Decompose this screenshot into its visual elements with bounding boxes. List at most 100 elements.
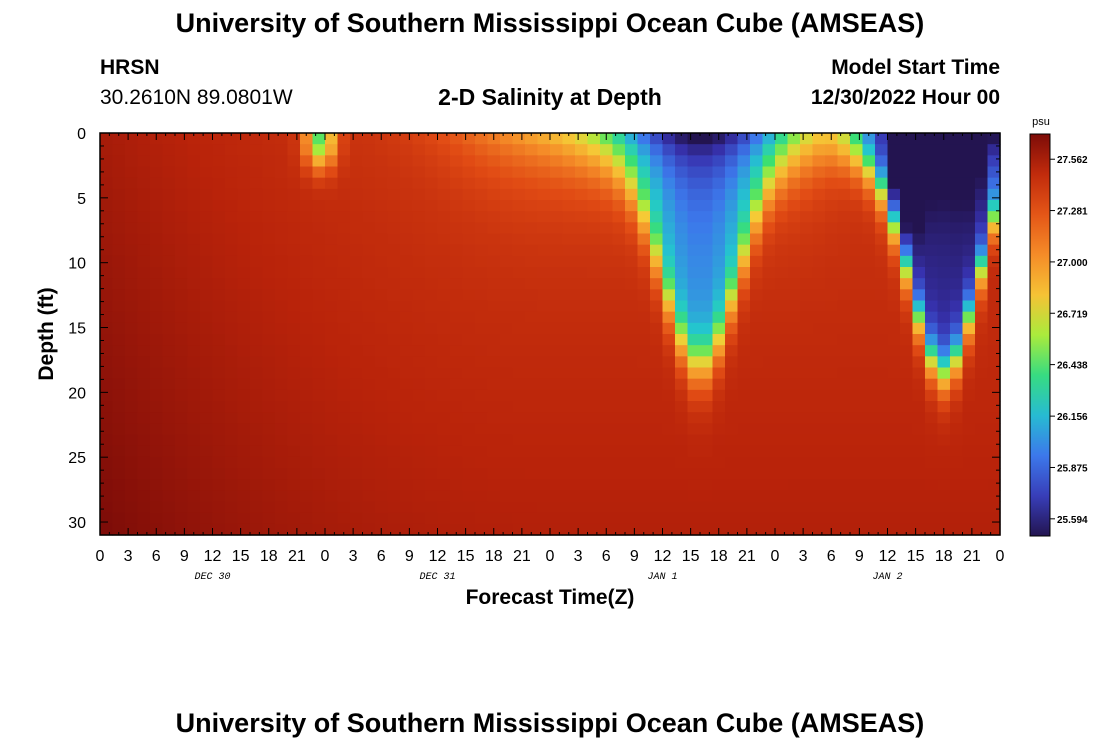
heat-cell: [337, 244, 351, 257]
day-label: JAN 2: [872, 572, 902, 583]
heat-cell: [575, 345, 589, 357]
heat-cell: [650, 490, 664, 503]
heat-cell: [687, 468, 701, 480]
heat-cell: [937, 456, 951, 469]
heat-cell: [925, 233, 939, 246]
heat-cell: [312, 423, 326, 436]
heat-cell: [825, 144, 839, 156]
heat-cell: [200, 211, 214, 223]
heat-cell: [800, 356, 814, 369]
heat-cell: [950, 334, 964, 346]
heat-cell: [812, 445, 826, 458]
heat-cell: [812, 322, 826, 335]
heat-cell: [500, 300, 514, 313]
heat-cell: [162, 490, 176, 503]
heat-cell: [712, 501, 726, 514]
heat-cell: [825, 278, 839, 290]
heat-cell: [775, 378, 789, 391]
heat-cell: [475, 401, 489, 413]
heat-cell: [937, 479, 951, 491]
heat-cell: [162, 155, 176, 168]
heat-cell: [962, 322, 976, 335]
heat-cell: [800, 166, 814, 179]
heat-cell: [625, 501, 639, 514]
heat-cell: [325, 166, 339, 179]
heat-cell: [537, 267, 551, 279]
heat-cell: [837, 188, 851, 201]
heat-cell: [112, 367, 126, 380]
heat-cell: [675, 289, 689, 302]
heat-cell: [712, 211, 726, 223]
heat-cell: [162, 222, 176, 235]
heat-cell: [812, 144, 826, 156]
heat-cell: [712, 445, 726, 458]
heat-cell: [850, 155, 864, 168]
heat-cell: [512, 334, 526, 346]
heat-cell: [412, 300, 426, 313]
heat-cell: [250, 334, 264, 346]
heat-cell: [837, 389, 851, 402]
heat-cell: [312, 289, 326, 302]
heat-cell: [800, 177, 814, 190]
heat-cell: [387, 144, 401, 156]
heat-cell: [325, 434, 339, 447]
heat-cell: [600, 490, 614, 503]
heat-cell: [700, 188, 714, 201]
heat-cell: [225, 479, 239, 491]
heat-cell: [562, 468, 576, 480]
heat-cell: [950, 144, 964, 156]
heat-cell: [837, 490, 851, 503]
heat-cell: [687, 412, 701, 424]
colorbar-tick-label: 27.281: [1057, 207, 1088, 218]
heat-cell: [375, 255, 389, 268]
heat-cell: [237, 490, 251, 503]
heat-cell: [862, 490, 876, 503]
heat-cell: [937, 434, 951, 447]
heat-cell: [687, 222, 701, 235]
heat-cell: [337, 200, 351, 212]
heat-cell: [700, 490, 714, 503]
heat-cell: [425, 445, 439, 458]
heat-cell: [287, 412, 301, 424]
x-tick-label: 21: [963, 548, 981, 565]
heat-cell: [700, 211, 714, 223]
heat-cell: [637, 233, 651, 246]
heat-cell: [937, 166, 951, 179]
heat-cell: [537, 434, 551, 447]
heat-cell: [962, 267, 976, 279]
heat-cell: [737, 177, 751, 190]
heat-cell: [287, 345, 301, 357]
heat-cell: [275, 300, 289, 313]
heat-cell: [987, 523, 1001, 536]
heat-cell: [250, 512, 264, 525]
heat-cell: [500, 423, 514, 436]
heat-cell: [675, 244, 689, 257]
heat-cell: [862, 311, 876, 324]
heat-cell: [487, 166, 501, 179]
heat-cell: [600, 412, 614, 424]
heat-cell: [337, 222, 351, 235]
heat-cell: [325, 144, 339, 156]
heat-cell: [387, 166, 401, 179]
heat-cell: [225, 144, 239, 156]
heat-cell: [637, 278, 651, 290]
heat-cell: [400, 244, 414, 257]
heat-cell: [750, 188, 764, 201]
heat-cell: [712, 356, 726, 369]
heat-cell: [625, 155, 639, 168]
heat-cell: [912, 490, 926, 503]
heat-cell: [950, 289, 964, 302]
heat-cell: [962, 188, 976, 201]
heat-cell: [237, 479, 251, 491]
heat-cell: [250, 155, 264, 168]
heat-cell: [712, 177, 726, 190]
heat-cell: [525, 200, 539, 212]
heat-cell: [125, 233, 139, 246]
heat-cell: [412, 501, 426, 514]
heat-cell: [250, 222, 264, 235]
heat-cell: [537, 378, 551, 391]
heat-cell: [400, 166, 414, 179]
heat-cell: [975, 322, 989, 335]
heat-cell: [100, 177, 114, 190]
heat-cell: [112, 479, 126, 491]
